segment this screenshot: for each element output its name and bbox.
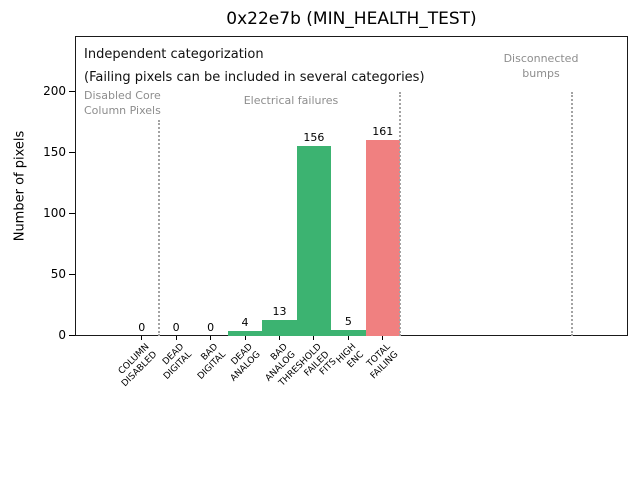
x-tick-mark <box>382 336 384 340</box>
x-tick-mark <box>244 336 246 340</box>
annotation-failing-pixels-note: (Failing pixels can be included in sever… <box>84 70 425 85</box>
plot-area <box>75 36 628 336</box>
bar-value-label: 0 <box>207 321 215 334</box>
chart-title: 0x22e7b (MIN_HEALTH_TEST) <box>226 9 477 29</box>
region-label-disabled-core-column-pixels: Disabled Core Column Pixels <box>84 89 161 117</box>
x-tick-label: BAD DIGITAL <box>196 342 229 382</box>
bar-value-label: 156 <box>303 130 325 144</box>
region-separator-line <box>399 92 401 336</box>
annotation-independent-categorization: Independent categorization <box>84 47 264 62</box>
bar <box>262 320 297 336</box>
x-tick-label: TOTAL FAILING <box>365 342 401 381</box>
y-tick-mark <box>69 213 75 214</box>
y-tick-mark <box>69 152 75 153</box>
x-tick-label: DEAD ANALOG <box>228 342 263 384</box>
y-tick-label: 0 <box>58 328 66 342</box>
x-tick-mark <box>278 336 280 340</box>
x-tick-label: HIGH ENC <box>334 342 366 370</box>
bar-value-label: 0 <box>172 321 180 334</box>
x-tick-label: COLUMN DISABLED <box>117 342 160 389</box>
y-tick-label: 200 <box>43 84 66 98</box>
bar <box>227 331 263 336</box>
x-tick-mark <box>347 336 349 340</box>
x-tick-mark <box>210 336 212 340</box>
x-tick-label: DEAD DIGITAL <box>160 342 194 382</box>
bar <box>331 329 366 336</box>
y-tick-label: 150 <box>43 145 66 159</box>
bar-value-label: 5 <box>344 314 352 328</box>
y-tick-mark <box>69 91 75 92</box>
bar-value-label: 13 <box>272 305 287 319</box>
region-label-electrical-failures: Electrical failures <box>243 94 339 107</box>
bar <box>365 139 400 336</box>
bar-value-label: 4 <box>241 316 249 330</box>
y-tick-mark <box>69 335 75 336</box>
region-label-disconnected-bumps: Disconnected bumps <box>503 52 579 80</box>
bar <box>296 145 332 336</box>
x-tick-mark <box>141 336 143 340</box>
x-tick-mark <box>175 336 177 340</box>
y-tick-label: 50 <box>50 267 66 281</box>
bar-value-label: 161 <box>372 124 394 138</box>
region-separator-line <box>157 120 160 336</box>
region-separator-line <box>571 92 574 336</box>
y-tick-label: 100 <box>43 206 66 220</box>
bar-value-label: 0 <box>138 321 146 334</box>
y-tick-mark <box>69 274 75 275</box>
x-tick-mark <box>313 336 315 340</box>
